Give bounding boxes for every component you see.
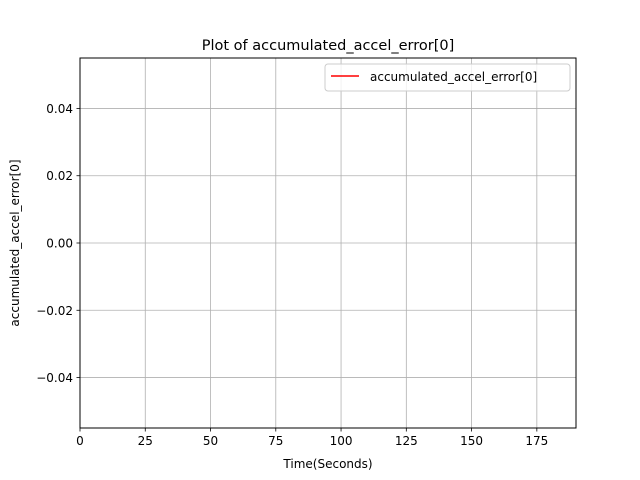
y-tick-label: 0.02 — [46, 169, 73, 183]
x-axis: 0 25 50 75 100 125 150 175 — [76, 428, 548, 448]
y-tick-label: −0.02 — [36, 304, 73, 318]
x-tick-label: 50 — [203, 434, 218, 448]
x-tick-label: 25 — [138, 434, 153, 448]
x-tick-label: 0 — [76, 434, 84, 448]
y-axis: −0.04 −0.02 0.00 0.02 0.04 — [36, 102, 80, 385]
x-tick-label: 125 — [395, 434, 418, 448]
legend-entry-label: accumulated_accel_error[0] — [370, 70, 537, 84]
x-axis-label: Time(Seconds) — [282, 457, 372, 471]
y-tick-label: −0.04 — [36, 371, 73, 385]
y-tick-label: 0.04 — [46, 102, 73, 116]
x-tick-label: 75 — [268, 434, 283, 448]
grid — [79, 58, 576, 428]
legend-box — [324, 63, 571, 92]
x-tick-label: 150 — [460, 434, 483, 448]
chart-title: Plot of accumulated_accel_error[0] — [202, 38, 455, 54]
y-tick-label: 0.00 — [46, 237, 73, 251]
x-tick-label: 175 — [525, 434, 548, 448]
legend: accumulated_accel_error[0] — [324, 63, 571, 92]
x-tick-label: 100 — [330, 434, 353, 448]
y-axis-label: accumulated_accel_error[0] — [8, 159, 22, 326]
